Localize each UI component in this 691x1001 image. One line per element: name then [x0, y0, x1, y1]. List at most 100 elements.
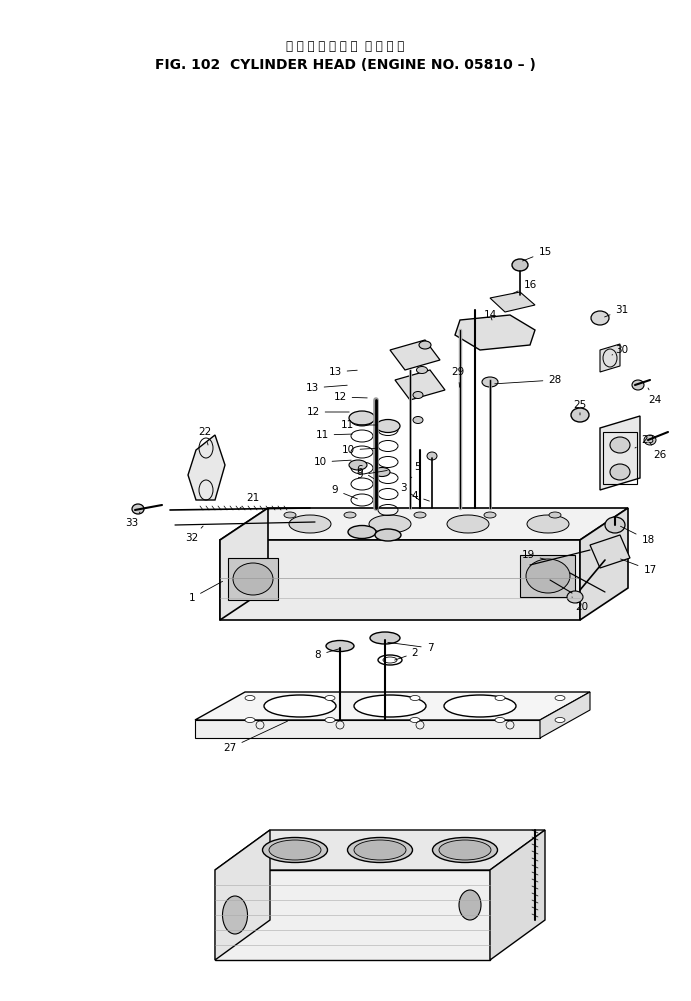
- Text: 32: 32: [185, 527, 203, 543]
- Text: 26: 26: [650, 443, 667, 460]
- Text: 9: 9: [357, 470, 387, 480]
- Text: 10: 10: [314, 457, 351, 467]
- Text: 19: 19: [522, 550, 545, 560]
- Text: 31: 31: [605, 305, 629, 317]
- Text: 13: 13: [328, 367, 357, 377]
- Ellipse shape: [527, 515, 569, 533]
- Text: 12: 12: [333, 392, 367, 402]
- Text: 23: 23: [635, 435, 654, 448]
- Polygon shape: [215, 830, 270, 960]
- Ellipse shape: [433, 838, 498, 863]
- Text: 27: 27: [223, 721, 287, 753]
- Ellipse shape: [245, 696, 255, 701]
- Ellipse shape: [269, 840, 321, 860]
- Ellipse shape: [370, 632, 400, 644]
- Ellipse shape: [325, 718, 335, 723]
- Ellipse shape: [369, 515, 411, 533]
- Ellipse shape: [413, 391, 423, 398]
- Ellipse shape: [549, 512, 561, 518]
- Polygon shape: [195, 692, 590, 720]
- Ellipse shape: [349, 460, 367, 470]
- Text: 24: 24: [648, 388, 661, 405]
- Polygon shape: [490, 830, 545, 960]
- Ellipse shape: [632, 380, 644, 390]
- Polygon shape: [220, 508, 628, 540]
- Ellipse shape: [495, 696, 505, 701]
- Text: 1: 1: [189, 582, 223, 603]
- Ellipse shape: [482, 377, 498, 387]
- Polygon shape: [395, 370, 445, 400]
- Ellipse shape: [349, 411, 375, 425]
- Ellipse shape: [591, 311, 609, 325]
- Ellipse shape: [325, 696, 335, 701]
- Ellipse shape: [417, 366, 428, 373]
- Ellipse shape: [375, 529, 401, 541]
- Ellipse shape: [567, 591, 583, 603]
- Text: 29: 29: [451, 367, 464, 387]
- Ellipse shape: [610, 437, 630, 453]
- Polygon shape: [215, 870, 490, 960]
- Text: 7: 7: [388, 643, 433, 653]
- Text: 33: 33: [125, 512, 140, 528]
- Ellipse shape: [410, 718, 420, 723]
- Ellipse shape: [439, 840, 491, 860]
- Ellipse shape: [223, 896, 247, 934]
- Polygon shape: [490, 292, 535, 312]
- Ellipse shape: [610, 464, 630, 480]
- Bar: [520, 555, 575, 597]
- Text: 14: 14: [484, 310, 497, 320]
- Text: 15: 15: [522, 247, 551, 261]
- Ellipse shape: [245, 718, 255, 723]
- Text: 22: 22: [198, 427, 211, 445]
- Polygon shape: [220, 540, 580, 620]
- Text: 25: 25: [574, 400, 587, 415]
- Ellipse shape: [447, 515, 489, 533]
- Text: 11: 11: [315, 430, 352, 440]
- Text: シ リ ン ダ ヘ ッ ド  適 用 号 機: シ リ ン ダ ヘ ッ ド 適 用 号 機: [286, 40, 404, 53]
- Text: 9: 9: [332, 485, 357, 498]
- Ellipse shape: [512, 259, 528, 271]
- Polygon shape: [580, 508, 628, 620]
- Polygon shape: [600, 344, 620, 372]
- Ellipse shape: [644, 435, 656, 445]
- Ellipse shape: [374, 467, 390, 476]
- Ellipse shape: [444, 695, 516, 717]
- Text: 20: 20: [572, 597, 589, 612]
- Ellipse shape: [414, 512, 426, 518]
- Ellipse shape: [354, 695, 426, 717]
- Text: 30: 30: [612, 345, 629, 355]
- Ellipse shape: [571, 408, 589, 422]
- Text: FIG. 102  CYLINDER HEAD (ENGINE NO. 05810 – ): FIG. 102 CYLINDER HEAD (ENGINE NO. 05810…: [155, 58, 536, 72]
- Polygon shape: [390, 340, 440, 370]
- Polygon shape: [590, 535, 630, 568]
- Ellipse shape: [233, 563, 273, 595]
- Polygon shape: [188, 435, 225, 500]
- Text: 5: 5: [411, 462, 422, 477]
- Ellipse shape: [427, 452, 437, 460]
- Polygon shape: [220, 508, 268, 620]
- Text: 4: 4: [412, 491, 429, 502]
- Text: 13: 13: [305, 383, 348, 393]
- Ellipse shape: [605, 517, 625, 533]
- Bar: [228, 558, 278, 600]
- Text: 28: 28: [495, 375, 562, 385]
- Ellipse shape: [132, 504, 144, 514]
- Text: 17: 17: [621, 559, 656, 575]
- Text: 16: 16: [513, 280, 537, 293]
- Text: 18: 18: [621, 527, 654, 545]
- Ellipse shape: [555, 696, 565, 701]
- Ellipse shape: [348, 526, 376, 539]
- Ellipse shape: [264, 695, 336, 717]
- Ellipse shape: [376, 419, 400, 432]
- Ellipse shape: [348, 838, 413, 863]
- Text: 3: 3: [399, 483, 419, 500]
- Ellipse shape: [289, 515, 331, 533]
- Polygon shape: [600, 416, 640, 490]
- Ellipse shape: [344, 512, 356, 518]
- Ellipse shape: [410, 696, 420, 701]
- Ellipse shape: [459, 890, 481, 920]
- Text: 11: 11: [341, 420, 377, 430]
- Ellipse shape: [284, 512, 296, 518]
- Ellipse shape: [495, 718, 505, 723]
- Ellipse shape: [326, 641, 354, 652]
